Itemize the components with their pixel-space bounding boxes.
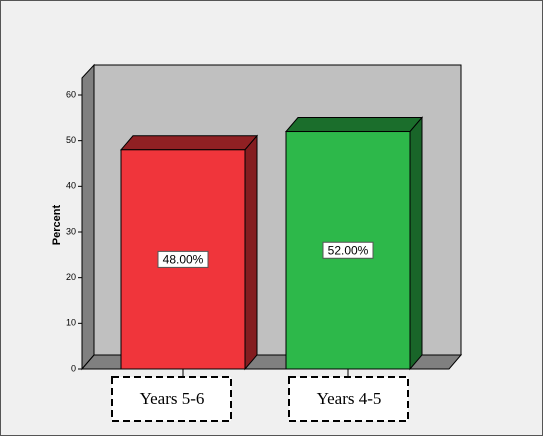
x-label-box xyxy=(111,376,232,422)
x-label-box xyxy=(288,376,409,422)
y-axis-label: Percent xyxy=(51,204,63,245)
y-tick-label: 0 xyxy=(71,363,76,373)
value-label: 48.00% xyxy=(163,253,204,267)
bar-side xyxy=(244,134,258,371)
y-tick-label: 10 xyxy=(66,318,76,328)
y-tick-label: 20 xyxy=(66,272,76,282)
x-tick-label: Years 4-5 xyxy=(317,389,382,408)
bar-top xyxy=(284,117,424,133)
bar-top xyxy=(119,135,259,151)
side-wall xyxy=(81,63,95,371)
bar-side xyxy=(409,116,423,371)
y-tick-label: 50 xyxy=(66,135,76,145)
y-tick-label: 30 xyxy=(66,226,76,236)
value-label: 52.00% xyxy=(328,243,369,257)
value-label-box xyxy=(157,250,209,268)
y-tick-label: 40 xyxy=(66,181,76,191)
y-tick-label: 60 xyxy=(66,89,76,99)
value-label-box xyxy=(322,241,374,259)
x-tick-label: Years 5-6 xyxy=(140,389,205,408)
